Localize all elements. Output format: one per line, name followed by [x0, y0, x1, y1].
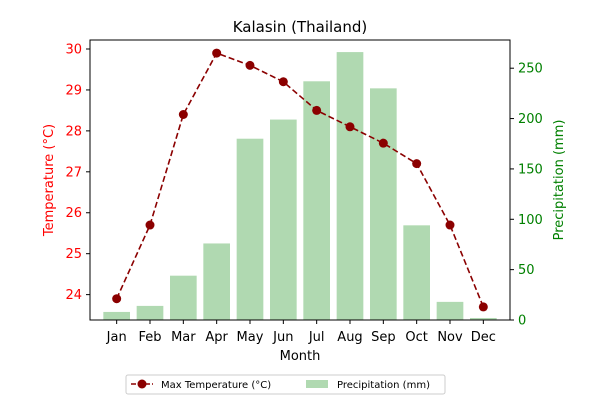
left-tick-label: 24 — [65, 288, 82, 303]
right-axis-label: Precipitation (mm) — [552, 120, 567, 241]
precipitation-bars — [103, 52, 497, 320]
temp-point-dec — [478, 302, 488, 312]
left-tick-label: 30 — [65, 43, 82, 58]
left-tick-label: 28 — [65, 124, 82, 139]
right-tick-label: 0 — [518, 314, 526, 329]
precip-bar-jan — [103, 311, 130, 320]
right-tick-label: 250 — [518, 62, 543, 77]
left-tick-label: 27 — [65, 165, 82, 180]
precip-bar-dec — [470, 317, 497, 320]
right-tick-label: 150 — [518, 162, 543, 177]
legend-label-temperature: Max Temperature (°C) — [161, 380, 271, 391]
legend-frame — [125, 374, 446, 395]
x-tick-label-apr: Apr — [205, 330, 228, 345]
temp-point-aug — [345, 122, 355, 132]
legend: Max Temperature (°C) Precipitation (mm) — [125, 374, 446, 395]
x-tick-label-jan: Jan — [106, 330, 127, 345]
temp-point-oct — [412, 159, 422, 169]
x-tick-label-jun: Jun — [272, 330, 293, 345]
temp-point-mar — [178, 110, 188, 120]
precip-bar-jul — [303, 81, 330, 320]
left-tick-label: 29 — [65, 83, 82, 98]
precip-bar-aug — [336, 52, 364, 320]
temp-point-nov — [445, 220, 455, 230]
precip-bar-feb — [136, 305, 164, 320]
right-tick-label: 100 — [518, 213, 543, 228]
right-tick-label: 200 — [518, 112, 543, 127]
x-tick-label-may: May — [237, 330, 264, 345]
precip-bar-may — [236, 138, 264, 320]
x-tick-label-dec: Dec — [471, 330, 496, 345]
precip-bar-mar — [170, 275, 197, 320]
legend-bar-swatch — [306, 380, 328, 388]
right-tick-label: 50 — [518, 263, 535, 278]
temp-point-may — [245, 60, 255, 70]
precip-bar-nov — [436, 301, 464, 320]
precip-bar-apr — [203, 243, 230, 320]
x-tick-label-nov: Nov — [437, 330, 463, 345]
right-axis: 0 50 100 150 200 250 — [510, 62, 543, 329]
left-tick-label: 25 — [65, 247, 82, 262]
temp-point-apr — [212, 48, 222, 58]
precip-bar-oct — [403, 225, 430, 320]
legend-label-precipitation: Precipitation (mm) — [337, 380, 430, 391]
x-tick-label-oct: Oct — [405, 330, 427, 345]
left-axis: 24 25 26 27 28 29 30 — [65, 43, 90, 303]
left-axis-label: Temperature (°C) — [42, 124, 57, 237]
plot-frame — [89, 39, 511, 321]
temperature-line-group — [112, 48, 488, 312]
precip-bar-sep — [370, 88, 397, 320]
left-tick-label: 26 — [65, 206, 82, 221]
temp-point-jun — [278, 77, 288, 87]
precip-bar-jun — [270, 119, 297, 320]
x-tick-label-jul: Jul — [308, 330, 325, 345]
temperature-line — [115, 52, 485, 308]
x-axis-label: Month — [280, 349, 321, 364]
x-tick-label-feb: Feb — [138, 330, 161, 345]
x-axis: Jan Feb Mar Apr May Jun Jul Aug Sep Oct Nov Dec — [106, 320, 496, 345]
legend-marker-swatch — [137, 379, 147, 389]
temp-point-jan — [112, 294, 122, 304]
temp-point-feb — [145, 220, 155, 230]
x-tick-label-sep: Sep — [371, 330, 396, 345]
x-tick-label-mar: Mar — [171, 330, 196, 345]
x-tick-label-aug: Aug — [337, 330, 362, 345]
temp-point-jul — [312, 105, 322, 115]
chart-title: Kalasin (Thailand) — [233, 18, 368, 36]
temp-point-sep — [378, 138, 388, 148]
